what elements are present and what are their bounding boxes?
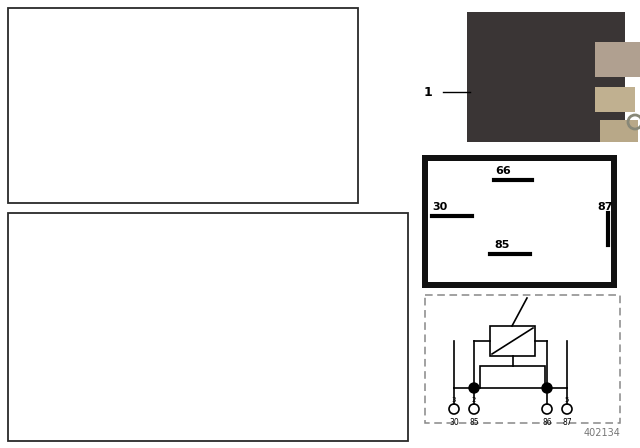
Text: 30: 30: [449, 418, 459, 427]
Bar: [8, 213, 408, 441]
Text: 2: 2: [472, 397, 476, 403]
Bar: [480, 366, 545, 388]
Bar: [8, 8, 358, 203]
Bar: [467, 12, 625, 142]
Bar: [595, 42, 640, 77]
Bar: [425, 295, 620, 423]
Bar: [600, 120, 638, 142]
Text: 30: 30: [432, 202, 447, 212]
Text: 66: 66: [495, 166, 511, 176]
Text: 5: 5: [565, 397, 569, 403]
Text: 86: 86: [542, 418, 552, 427]
Text: 87: 87: [562, 418, 572, 427]
Text: 85: 85: [469, 418, 479, 427]
Text: 402134: 402134: [583, 428, 620, 438]
Text: 87: 87: [597, 202, 612, 212]
Text: 3: 3: [452, 397, 456, 403]
Bar: [490, 326, 535, 356]
Bar: [422, 155, 617, 288]
Bar: [595, 87, 635, 112]
Circle shape: [542, 383, 552, 393]
Circle shape: [469, 383, 479, 393]
Bar: [428, 161, 611, 282]
Text: 1: 1: [423, 86, 432, 99]
Text: 85: 85: [494, 240, 509, 250]
